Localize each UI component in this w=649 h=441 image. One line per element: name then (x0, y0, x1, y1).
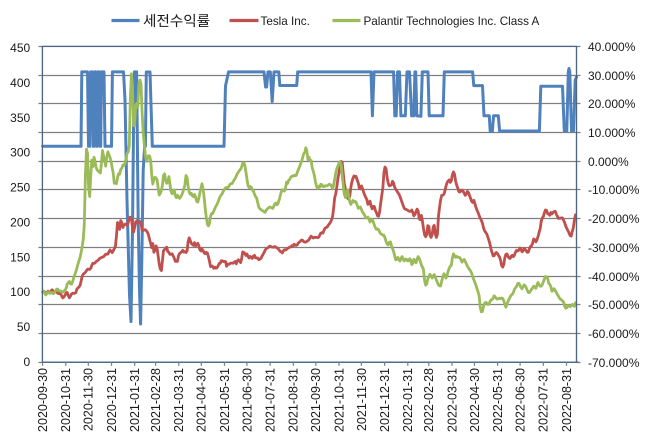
svg-text:2021-06-30: 2021-06-30 (240, 368, 254, 432)
svg-text:100: 100 (10, 285, 30, 299)
svg-text:-10.000%: -10.000% (588, 183, 640, 197)
svg-text:0.000%: 0.000% (588, 155, 629, 169)
svg-text:2022-08-31: 2022-08-31 (560, 368, 574, 432)
svg-text:2021-03-31: 2021-03-31 (172, 368, 186, 432)
svg-text:Tesla Inc.: Tesla Inc. (261, 15, 310, 28)
svg-text:2022-06-30: 2022-06-30 (514, 368, 528, 432)
svg-text:2021-09-30: 2021-09-30 (309, 368, 323, 432)
svg-text:400: 400 (10, 76, 30, 90)
svg-text:2022-02-28: 2022-02-28 (422, 368, 436, 432)
svg-text:2020-09-30: 2020-09-30 (36, 368, 50, 432)
svg-text:450: 450 (10, 41, 30, 55)
svg-text:2020-12-31: 2020-12-31 (105, 368, 119, 432)
svg-text:300: 300 (10, 146, 30, 160)
svg-text:-20.000%: -20.000% (588, 212, 640, 226)
svg-text:2022-03-31: 2022-03-31 (445, 368, 459, 432)
svg-text:200: 200 (10, 215, 30, 229)
svg-text:Palantir Technologies Inc. Cla: Palantir Technologies Inc. Class A (364, 15, 540, 28)
svg-text:150: 150 (10, 250, 30, 264)
svg-text:2021-08-31: 2021-08-31 (287, 368, 301, 432)
svg-text:2021-02-28: 2021-02-28 (149, 368, 163, 432)
svg-text:350: 350 (10, 111, 30, 125)
svg-text:-50.000%: -50.000% (588, 298, 640, 312)
svg-text:2021-11-30: 2021-11-30 (355, 368, 369, 431)
svg-text:-70.000%: -70.000% (588, 356, 640, 370)
svg-text:40.000%: 40.000% (588, 40, 636, 54)
svg-text:-40.000%: -40.000% (588, 270, 640, 284)
svg-text:0: 0 (24, 355, 31, 369)
svg-text:50: 50 (17, 320, 31, 334)
svg-text:2021-07-31: 2021-07-31 (264, 368, 278, 432)
svg-text:2021-04-30: 2021-04-30 (195, 368, 209, 432)
svg-text:2021-10-31: 2021-10-31 (332, 368, 346, 432)
svg-text:2022-04-30: 2022-04-30 (468, 368, 482, 432)
svg-text:2020-10-31: 2020-10-31 (59, 368, 73, 432)
svg-text:-60.000%: -60.000% (588, 327, 640, 341)
svg-text:2021-12-31: 2021-12-31 (378, 368, 392, 432)
svg-text:2021-01-31: 2021-01-31 (128, 368, 142, 432)
svg-text:-30.000%: -30.000% (588, 241, 640, 255)
svg-text:10.000%: 10.000% (588, 126, 636, 140)
svg-text:2022-07-31: 2022-07-31 (537, 368, 551, 432)
svg-text:2020-11-30: 2020-11-30 (82, 368, 96, 431)
svg-text:20.000%: 20.000% (588, 97, 636, 111)
svg-text:2022-01-31: 2022-01-31 (401, 368, 415, 432)
svg-text:250: 250 (10, 181, 30, 195)
svg-text:30.000%: 30.000% (588, 69, 636, 83)
svg-text:2021-05-31: 2021-05-31 (218, 368, 232, 432)
svg-text:2022-05-31: 2022-05-31 (491, 368, 505, 432)
